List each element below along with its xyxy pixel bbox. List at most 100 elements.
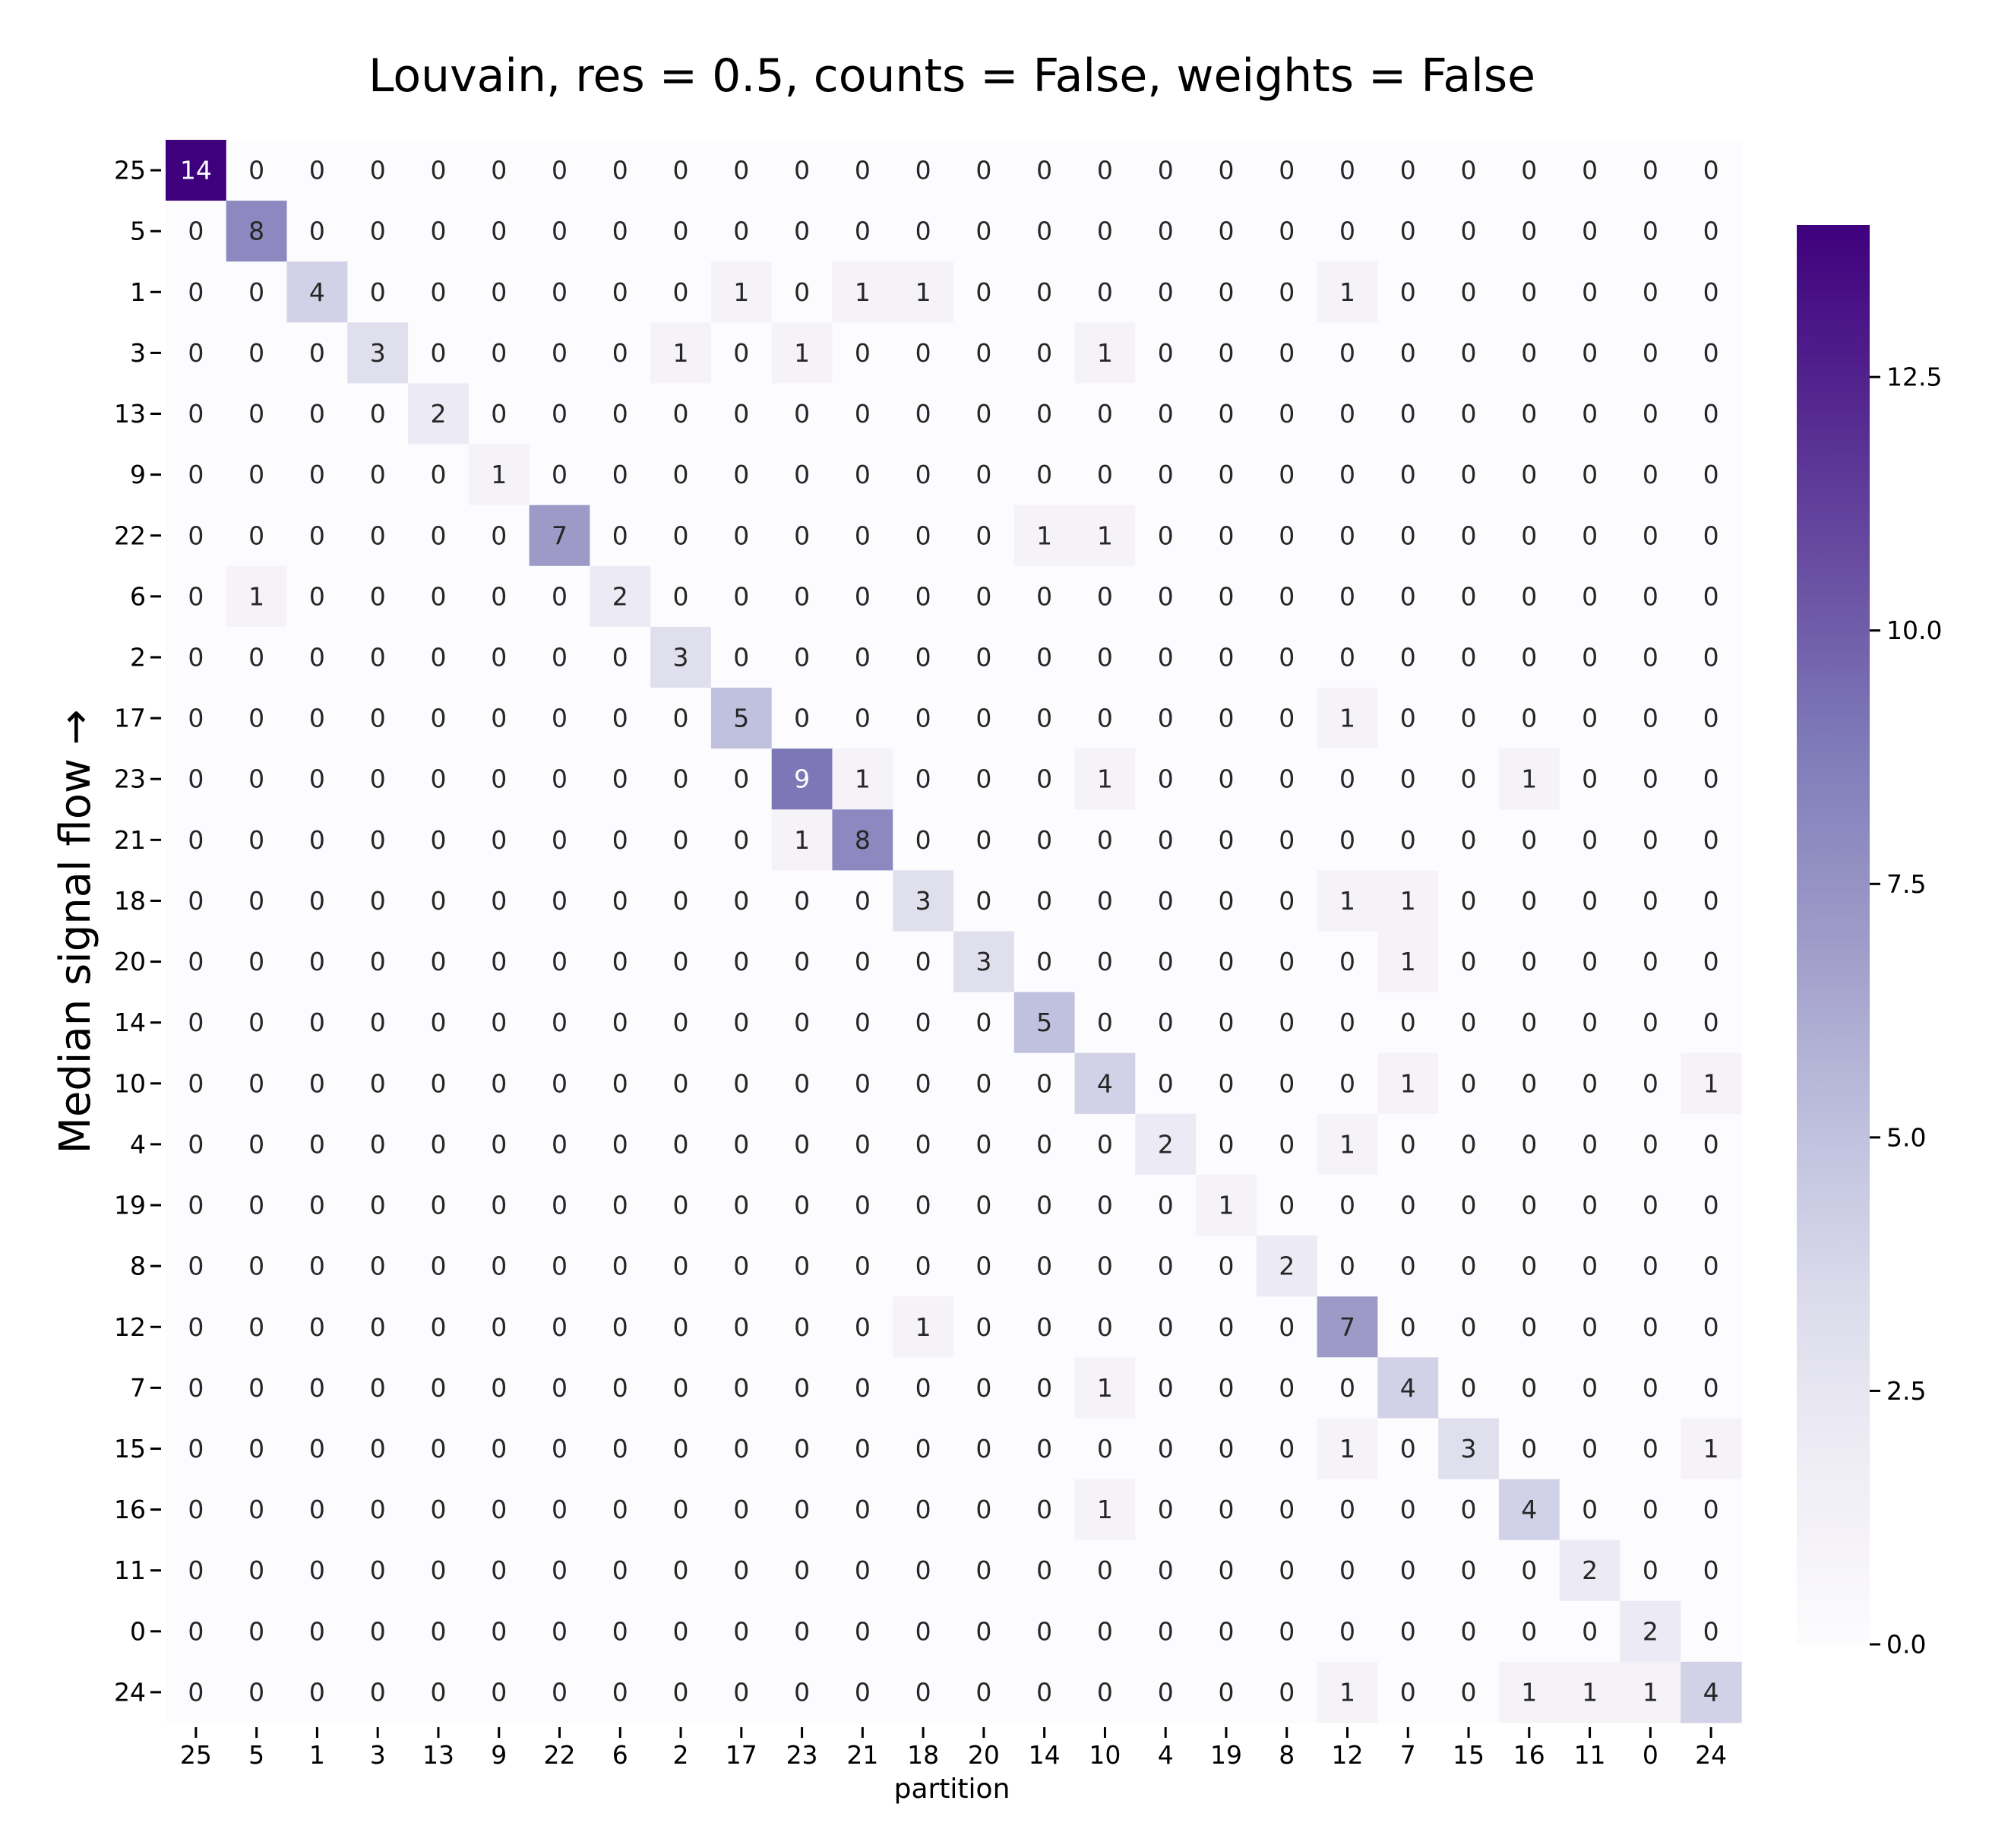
- heatmap-cell: [1074, 565, 1136, 628]
- cell-value-label: 0: [370, 1616, 386, 1646]
- x-tick-label: 19: [1210, 1740, 1242, 1770]
- cell-value-label: 0: [612, 825, 628, 855]
- heatmap-cell: [650, 992, 712, 1054]
- heatmap-cell: [1256, 1600, 1318, 1663]
- cell-value-label: 0: [975, 1312, 991, 1342]
- heatmap-cell: [1377, 1357, 1439, 1419]
- heatmap-cell: [832, 931, 893, 993]
- heatmap-cell: [1377, 1236, 1439, 1297]
- heatmap-cell: [953, 992, 1015, 1054]
- cell-value-label: 0: [1158, 1677, 1174, 1707]
- cell-value-label: 0: [1036, 217, 1052, 246]
- cell-value-label: 0: [430, 1129, 446, 1159]
- heatmap-cell: [1377, 140, 1439, 201]
- cell-value-label: 0: [309, 764, 325, 794]
- heatmap-cell: [166, 505, 227, 567]
- cell-value-label: 3: [1461, 1434, 1477, 1464]
- cell-value-label: 0: [1582, 1312, 1598, 1342]
- heatmap-cell: [1559, 444, 1621, 506]
- heatmap-cell: [1013, 565, 1076, 628]
- cell-value-label: 0: [915, 521, 931, 550]
- cell-value-label: 0: [794, 1129, 810, 1159]
- cell-value-label: 0: [188, 521, 204, 550]
- heatmap-cell: [1559, 1236, 1621, 1297]
- heatmap-cell: [226, 1418, 288, 1480]
- heatmap-cell: [1317, 1479, 1378, 1541]
- heatmap-cell: [771, 1661, 833, 1723]
- cell-value-label: 0: [1279, 217, 1295, 246]
- cell-value-label: 0: [673, 886, 689, 916]
- heatmap-cell: [953, 1052, 1015, 1115]
- heatmap-cell: [1196, 140, 1257, 201]
- heatmap-cell: [590, 201, 651, 262]
- cell-value-label: 0: [1461, 1373, 1477, 1403]
- cell-value-label: 0: [1582, 156, 1598, 185]
- heatmap-cell: [1256, 931, 1318, 993]
- cell-value-label: 0: [1279, 704, 1295, 733]
- cell-value-label: 0: [855, 1068, 871, 1098]
- heatmap-cells: 14 0 0 0 0 0 0 0 0 0 0 0 0 0 0 0 0 0 0 0 0 0 0 0 0 00 8 0 0 0 0 0 0 0 0 0 0 0…: [166, 140, 1742, 1723]
- heatmap-cell: [1620, 748, 1681, 810]
- cell-value-label: 9: [794, 764, 810, 794]
- heatmap-cell: [347, 1236, 409, 1297]
- cell-value-label: 0: [309, 399, 325, 429]
- heatmap-cell: [771, 322, 833, 384]
- cell-value-label: 0: [248, 642, 264, 672]
- heatmap-cell: [1135, 626, 1197, 688]
- cell-value-label: 0: [248, 1555, 264, 1585]
- heatmap-cell: [1013, 1661, 1076, 1723]
- heatmap-cell: [408, 1052, 470, 1115]
- cell-value-label: 0: [1521, 1373, 1537, 1403]
- cell-value-label: 0: [794, 1555, 810, 1585]
- cell-value-label: 0: [1521, 642, 1537, 672]
- heatmap-cell: [1135, 1661, 1197, 1723]
- cell-value-label: 0: [430, 947, 446, 976]
- heatmap-cell: [1317, 626, 1378, 688]
- cell-value-label: 0: [1158, 947, 1174, 976]
- cell-value-label: 0: [491, 947, 507, 976]
- cell-value-label: 0: [1218, 1252, 1234, 1281]
- heatmap-cell: [953, 322, 1015, 384]
- heatmap-cell: [1620, 1418, 1681, 1480]
- heatmap-cell: [1498, 992, 1560, 1054]
- heatmap-cell: [1438, 322, 1500, 384]
- y-tick-label: 20: [114, 947, 146, 976]
- heatmap-cell: [286, 201, 348, 262]
- heatmap-cell: [1196, 1113, 1257, 1176]
- cell-value-label: 0: [1703, 399, 1719, 429]
- heatmap-cell: [529, 1418, 590, 1480]
- heatmap-cell: [590, 261, 651, 323]
- cell-value-label: 0: [1339, 825, 1355, 855]
- heatmap-cell: [710, 931, 773, 993]
- heatmap-cell: [953, 1174, 1015, 1236]
- cell-value-label: 0: [1703, 947, 1719, 976]
- heatmap-cell: [166, 1357, 227, 1419]
- cell-value-label: 2: [1582, 1555, 1598, 1585]
- heatmap-cell: [590, 565, 651, 628]
- heatmap-cell: [166, 201, 227, 262]
- y-tick-label: 13: [114, 399, 146, 429]
- heatmap-cell: [590, 140, 651, 201]
- cell-value-label: 0: [491, 1068, 507, 1098]
- cell-value-label: 0: [794, 1008, 810, 1037]
- heatmap-cell: [529, 505, 590, 567]
- heatmap-cell: [166, 870, 227, 932]
- heatmap-cell: [650, 322, 712, 384]
- heatmap-cell: [529, 1236, 590, 1297]
- cell-value-label: 0: [188, 338, 204, 368]
- heatmap-cell: [771, 565, 833, 628]
- x-tick-label: 24: [1695, 1740, 1727, 1770]
- heatmap-cell: [1317, 1418, 1378, 1480]
- cell-value-label: 0: [248, 1677, 264, 1707]
- cell-value-label: 0: [1218, 399, 1234, 429]
- heatmap-cell: [1074, 261, 1136, 323]
- heatmap-cell: [1498, 322, 1560, 384]
- heatmap-cell: [286, 1600, 348, 1663]
- cell-value-label: 0: [1097, 642, 1113, 672]
- cell-value-label: 0: [430, 217, 446, 246]
- y-tick-label: 22: [114, 521, 146, 550]
- cell-value-label: 2: [1158, 1129, 1174, 1159]
- cell-value-label: 0: [1703, 581, 1719, 611]
- cell-value-label: 0: [430, 1434, 446, 1464]
- cell-value-label: 0: [430, 1616, 446, 1646]
